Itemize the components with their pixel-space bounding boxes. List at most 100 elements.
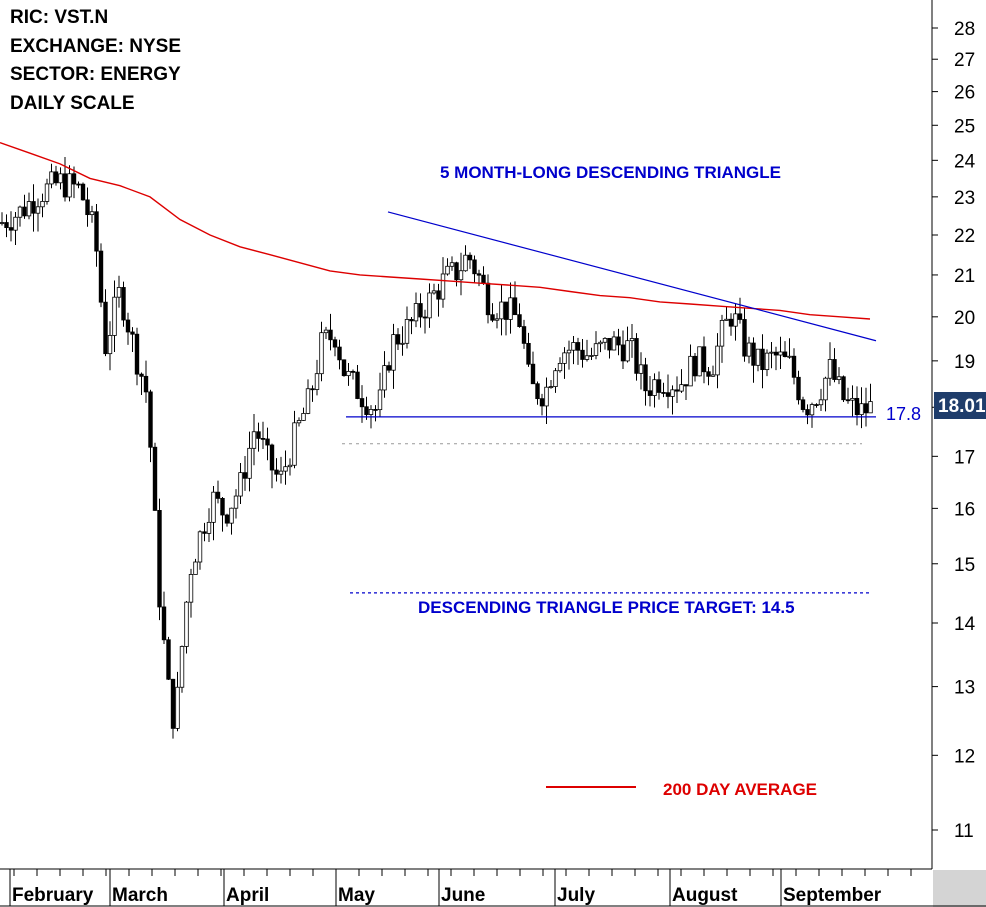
candle-body <box>485 282 491 316</box>
candle-body <box>242 472 248 479</box>
candle-body <box>391 334 396 371</box>
candle-body <box>620 344 626 362</box>
candle-body <box>76 183 81 186</box>
candle-body <box>409 319 414 322</box>
candle-body <box>755 348 761 366</box>
candle-body <box>818 399 824 406</box>
price-target-label: DESCENDING TRIANGLE PRICE TARGET: 14.5 <box>418 598 795 617</box>
candle-body <box>224 514 230 524</box>
candle-body <box>553 370 558 387</box>
candle-body <box>656 379 662 393</box>
candle-body <box>179 646 185 688</box>
candle-body <box>503 301 509 320</box>
candle-body <box>598 341 603 345</box>
x-tick-label: June <box>441 885 485 906</box>
candle-body <box>377 389 383 411</box>
candle-body <box>107 335 113 355</box>
candle-body <box>571 342 576 351</box>
candle-body <box>679 384 684 392</box>
candle-body <box>733 313 738 327</box>
candle-body <box>400 342 405 345</box>
y-tick-label: 15 <box>954 555 975 576</box>
x-tick-label: August <box>672 885 738 906</box>
candle-body <box>427 292 432 319</box>
y-tick-label: 25 <box>954 116 975 137</box>
candle-body <box>94 211 99 252</box>
candle-body <box>643 364 648 392</box>
y-tick-label: 13 <box>954 678 975 699</box>
candle-body <box>836 376 842 380</box>
candle-body <box>850 397 855 401</box>
candle-body <box>472 259 477 275</box>
candle-body <box>404 319 410 344</box>
candle-body <box>269 444 275 471</box>
candle-body <box>575 342 581 351</box>
candle-body <box>782 351 788 358</box>
candle-body <box>638 364 644 374</box>
candle-body <box>125 319 131 333</box>
candle-body <box>49 171 54 185</box>
candle-body <box>31 201 36 214</box>
candle-body <box>719 319 725 347</box>
axis-corner <box>933 870 986 907</box>
candle-body <box>715 345 720 376</box>
candle-body <box>629 338 635 342</box>
candle-body <box>305 388 311 414</box>
candle-body <box>670 389 675 397</box>
candle-body <box>197 531 203 563</box>
candle-body <box>647 390 653 396</box>
y-tick-label: 26 <box>954 83 975 104</box>
candle-body <box>449 262 455 267</box>
y-tick-label: 27 <box>954 50 975 71</box>
candle-body <box>607 337 612 351</box>
candle-body <box>751 342 756 366</box>
candle-body <box>557 362 563 372</box>
candle-body <box>724 318 729 321</box>
candle-body <box>728 318 734 327</box>
candle-body <box>251 431 257 449</box>
x-tick-label: April <box>226 885 269 906</box>
candle-body <box>62 173 68 198</box>
candle-body <box>787 355 792 358</box>
candle-body <box>652 379 657 396</box>
candle-body <box>418 303 423 318</box>
candle-body <box>854 397 860 416</box>
candle-body <box>584 355 590 360</box>
candle-body <box>148 391 153 448</box>
candle-body <box>229 507 234 524</box>
candle-body <box>499 301 504 320</box>
candle-body <box>283 466 288 472</box>
candle-body <box>508 297 513 320</box>
candle-body <box>805 409 810 416</box>
candle-body <box>814 404 819 406</box>
candle-body <box>337 346 342 361</box>
candle-body <box>260 438 266 440</box>
candle-body <box>467 254 473 261</box>
candle-body <box>103 301 108 355</box>
candle-body <box>89 211 95 216</box>
candle-body <box>580 349 585 360</box>
x-tick-label: February <box>12 885 94 906</box>
y-tick-label: 22 <box>954 226 975 247</box>
candle-body <box>296 420 302 424</box>
y-axis-ticks: 111213141516171819202122232425262728 <box>932 19 976 842</box>
candle-body <box>845 399 851 402</box>
candle-body <box>368 409 374 415</box>
candle-body <box>688 355 693 387</box>
moving-average-legend-label: 200 DAY AVERAGE <box>663 780 817 799</box>
candle-body <box>544 386 549 407</box>
candle-body <box>823 377 828 401</box>
candle-body <box>539 398 545 407</box>
candle-body <box>386 365 392 371</box>
candle-body <box>589 355 594 357</box>
candle-body <box>67 173 72 198</box>
candle-body <box>832 359 837 380</box>
candle-body <box>674 389 680 392</box>
y-tick-label: 28 <box>954 19 975 40</box>
candle-body <box>602 337 608 343</box>
candle-body <box>422 316 428 319</box>
candle-body <box>764 352 770 371</box>
candle-body <box>364 406 369 415</box>
candle-body <box>796 376 801 401</box>
